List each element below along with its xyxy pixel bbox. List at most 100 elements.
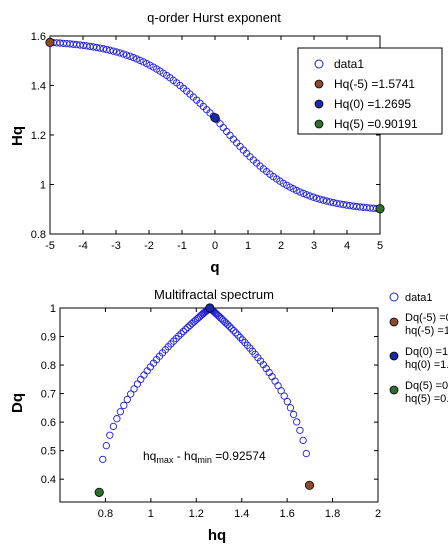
data-point (109, 47, 117, 55)
data-point (133, 380, 142, 388)
chart2-legend: data1 Dq(-5) =0.37856 hq(-5) =1.6984 Dq(… (389, 292, 448, 405)
chart1-legend-data1: data1 (334, 57, 364, 71)
data-point (323, 197, 331, 205)
data-point (293, 186, 301, 195)
highlight-point (45, 37, 55, 48)
chart2-legend-h2b: hq(0) =1.2596 (405, 359, 448, 371)
chart1-legend-marker-h1 (314, 79, 324, 89)
data-point (229, 326, 238, 335)
highlight-point (94, 487, 104, 497)
x-tick-label: 5 (377, 240, 383, 252)
chart1-legend-h3: Hq(5) =0.90191 (334, 117, 418, 131)
data-point (236, 333, 244, 342)
chart-spectrum: Multifractal spectrum 0.8 1 1.2 1.4 1.6 1.8 2 … (9, 287, 448, 544)
data-point (199, 310, 207, 318)
data-point (303, 191, 311, 199)
x-tick-label: 1.8 (325, 508, 340, 520)
chart2-annotation: hqmax - hqmin =0.92574 (143, 449, 266, 465)
data-point (333, 199, 341, 207)
x-tick-label: 4 (344, 240, 350, 252)
x-tick-label: 2 (278, 240, 284, 252)
x-tick-label: 1 (148, 508, 154, 520)
chart2-legend-marker-h2 (389, 351, 399, 361)
chart1-legend-h2: Hq(0) =1.2695 (334, 97, 411, 111)
chart1-xlabel: q (210, 259, 219, 276)
chart1-ylabel: Hq (9, 126, 26, 146)
data-point (302, 449, 310, 458)
data-point (182, 325, 190, 333)
y-tick-label: 0.4 (41, 474, 56, 486)
data-point (223, 127, 231, 136)
data-point (319, 196, 327, 204)
y-tick-label: 0.5 (41, 446, 56, 458)
chart2-legend-h3a: Dq(5) =0.35387 (405, 380, 448, 392)
chart-hurst: q-order Hurst exponent -5 -4 -3 -2 -1 0 1 2 3 4 5 … (9, 10, 443, 276)
data-point (216, 120, 224, 128)
y-tick-label: 0.9 (41, 332, 56, 344)
y-tick-label: 1.2 (31, 130, 46, 142)
data-point (336, 200, 344, 208)
data-point (186, 321, 194, 330)
data-point (123, 395, 131, 404)
data-point (96, 44, 104, 52)
chart1-highlights (45, 37, 385, 214)
chart1-legend-h1: Hq(-5) =1.5741 (334, 77, 415, 91)
chart1-legend: data1 Hq(-5) =1.5741 Hq(0) =1.2695 Hq(5)… (297, 47, 443, 135)
chart2-legend-h1a: Dq(-5) =0.37856 (405, 312, 448, 324)
x-tick-label: -5 (45, 240, 55, 252)
data-point (140, 371, 148, 379)
chart2-x-ticks: 0.8 1 1.2 1.4 1.6 1.8 2 (98, 308, 381, 520)
data-point (296, 426, 304, 434)
highlight-point (304, 480, 315, 490)
data-point (172, 334, 180, 343)
chart2-legend-h2a: Dq(0) =1 (405, 346, 448, 358)
data-point (313, 194, 321, 202)
x-tick-label: 3 (311, 240, 317, 252)
data-point (120, 401, 128, 410)
data-point (129, 53, 137, 62)
data-point (316, 195, 324, 203)
chart1-x-ticks: -5 -4 -3 -2 -1 0 1 2 3 4 5 (45, 36, 383, 252)
chart1-legend-box (297, 47, 443, 135)
chart1-legend-marker-h2 (314, 99, 324, 109)
data-point (283, 398, 291, 406)
data-point (130, 385, 138, 393)
data-point (226, 131, 234, 140)
y-tick-label: 1 (50, 303, 56, 315)
chart1-legend-marker-data1 (314, 59, 324, 69)
data-point (309, 193, 317, 201)
x-tick-label: -2 (144, 240, 154, 252)
data-point (137, 375, 145, 384)
chart2-legend-h3b: hq(5) =0.77268 (405, 393, 448, 405)
chart2-legend-data1: data1 (405, 292, 433, 304)
data-point (188, 319, 196, 328)
x-tick-label: -1 (177, 240, 187, 252)
chart2-highlights (94, 303, 315, 497)
chart2-axes-box (59, 307, 379, 503)
data-point (133, 55, 141, 63)
data-point (238, 336, 247, 344)
x-tick-label: -3 (111, 240, 121, 252)
data-point (177, 330, 185, 338)
x-tick-label: 1.4 (234, 508, 249, 520)
data-point (299, 436, 307, 445)
chart2-legend-marker-h3 (389, 385, 399, 395)
x-tick-label: 0.8 (98, 508, 113, 520)
data-point (306, 192, 314, 200)
data-point (175, 332, 183, 340)
data-point (271, 377, 279, 385)
x-tick-label: -4 (78, 240, 88, 252)
data-point (113, 415, 121, 423)
chart2-xlabel: hq (208, 527, 226, 544)
data-point (326, 198, 334, 206)
data-point (241, 338, 249, 347)
highlight-point (210, 113, 220, 123)
data-point (93, 43, 101, 52)
x-tick-label: 1.2 (189, 508, 204, 520)
chart1-title: q-order Hurst exponent (147, 10, 281, 25)
highlight-point (205, 303, 215, 313)
data-point (289, 185, 297, 193)
y-tick-label: 0.7 (41, 389, 56, 401)
data-point (119, 50, 127, 58)
data-point (106, 46, 114, 54)
